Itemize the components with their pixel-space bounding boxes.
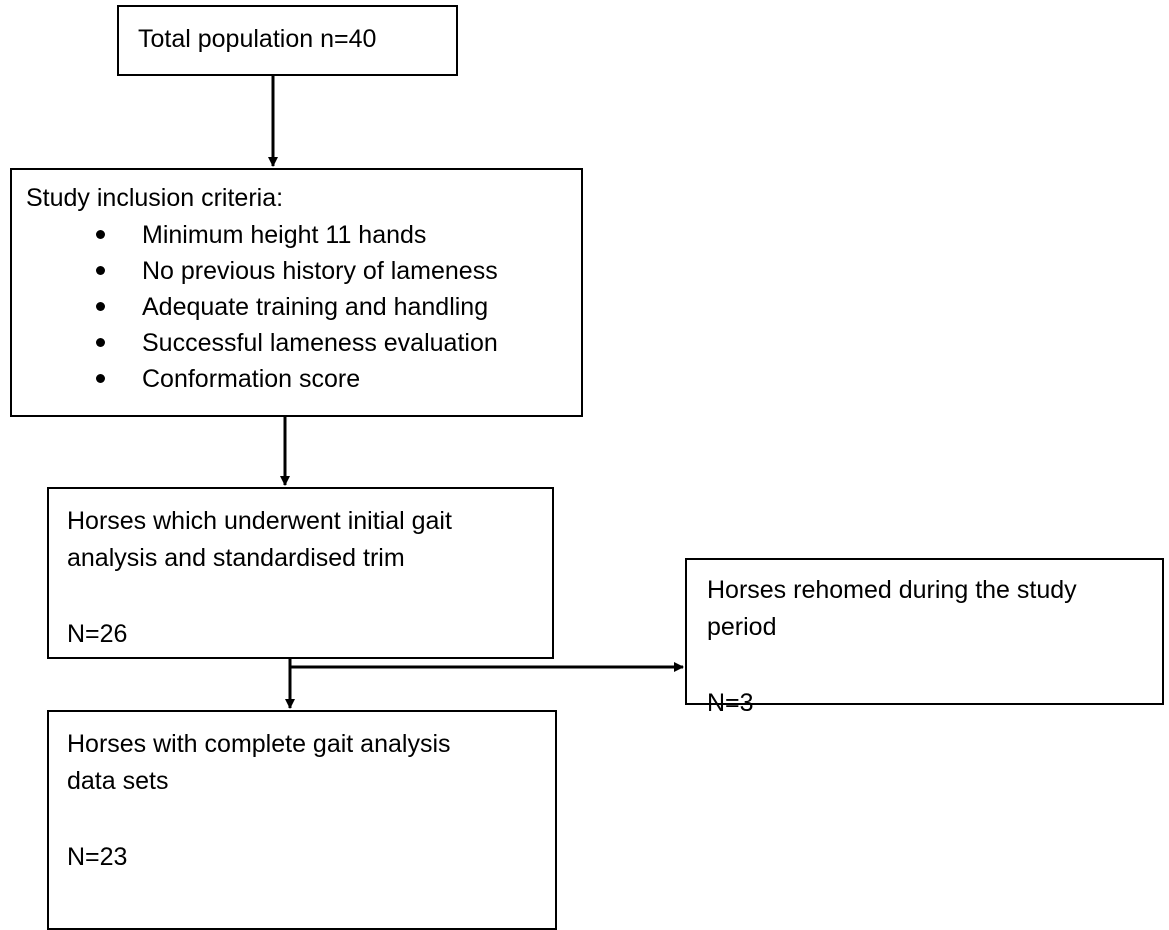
- initial-gait-analysis-count: N=26: [67, 620, 128, 648]
- list-item: Conformation score: [26, 361, 581, 397]
- bullet-icon: [96, 374, 105, 383]
- rehomed-horses-count: N=3: [707, 689, 754, 717]
- complete-data-sets-line1: Horses with complete gait analysis: [67, 730, 451, 758]
- criteria-item-label: No previous history of lameness: [142, 257, 498, 285]
- initial-gait-analysis-line1: Horses which underwent initial gait: [67, 507, 452, 535]
- criteria-item-label: Minimum height 11 hands: [142, 221, 427, 249]
- list-item: No previous history of lameness: [26, 253, 581, 289]
- criteria-item-label: Successful lameness evaluation: [142, 329, 498, 357]
- initial-gait-analysis-line2: analysis and standardised trim: [67, 544, 405, 572]
- criteria-item-label: Conformation score: [142, 365, 361, 393]
- complete-data-sets-line2: data sets: [67, 767, 169, 795]
- list-item: Adequate training and handling: [26, 289, 581, 325]
- rehomed-horses-line1: Horses rehomed during the study: [707, 576, 1077, 604]
- list-item: Successful lameness evaluation: [26, 325, 581, 361]
- bullet-icon: [96, 338, 105, 347]
- list-item: Minimum height 11 hands: [26, 217, 581, 253]
- initial-gait-analysis-box: Horses which underwent initial gait anal…: [47, 487, 554, 659]
- criteria-item-label: Adequate training and handling: [142, 293, 489, 321]
- bullet-icon: [96, 230, 105, 239]
- bullet-icon: [96, 302, 105, 311]
- inclusion-criteria-box: Study inclusion criteria: Minimum height…: [10, 168, 583, 417]
- complete-data-sets-count: N=23: [67, 843, 128, 871]
- total-population-box: Total population n=40: [117, 5, 458, 76]
- inclusion-criteria-list: Minimum height 11 hands No previous hist…: [26, 217, 581, 397]
- bullet-icon: [96, 266, 105, 275]
- complete-data-sets-box: Horses with complete gait analysis data …: [47, 710, 557, 930]
- inclusion-criteria-heading: Study inclusion criteria:: [26, 184, 284, 212]
- rehomed-horses-line2: period: [707, 613, 777, 641]
- rehomed-horses-box: Horses rehomed during the study period N…: [685, 558, 1164, 717]
- total-population-text: Total population n=40: [138, 25, 377, 53]
